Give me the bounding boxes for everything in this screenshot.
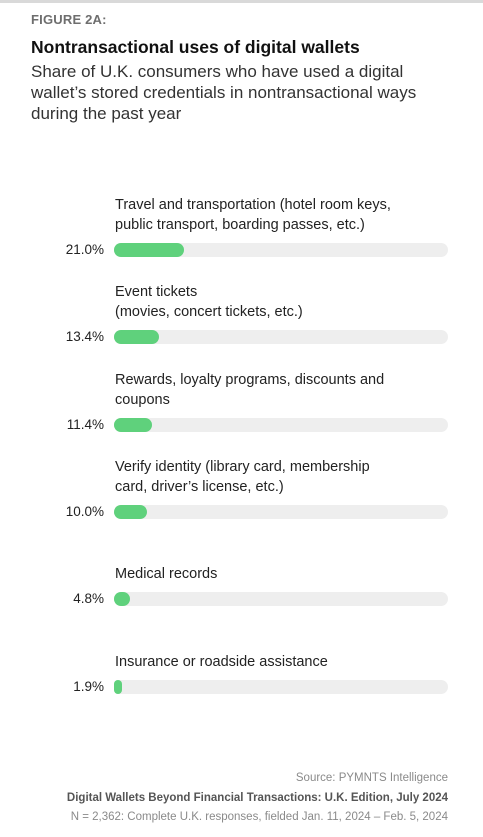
bar <box>114 680 122 694</box>
value-label: 11.4% <box>66 417 104 432</box>
sample-note: N = 2,362: Complete U.K. responses, fiel… <box>70 811 448 823</box>
category-label-line: Travel and transportation (hotel room ke… <box>115 197 391 213</box>
chart-subtitle: Share of U.K. consumers who have used a … <box>31 62 417 123</box>
category-label-line: Medical records <box>115 565 218 582</box>
value-label: 10.0% <box>65 504 104 519</box>
category-label-line: Rewards, loyalty programs, discounts and <box>115 372 385 388</box>
value-label: 13.4% <box>65 329 104 344</box>
category-label-line: Insurance or roadside assistance <box>115 653 328 670</box>
bar-track <box>114 505 448 519</box>
bar-track <box>114 243 448 257</box>
bar <box>114 505 148 519</box>
category-label: Medical records <box>115 565 455 585</box>
bar <box>114 243 185 257</box>
report-title: Digital Wallets Beyond Financial Transac… <box>66 792 448 804</box>
top-rule <box>0 0 483 3</box>
category-label: Verify identity (library card, membershi… <box>115 458 455 497</box>
bar <box>114 592 131 606</box>
category-label: Rewards, loyalty programs, discounts and… <box>115 371 455 410</box>
category-label-line: Verify identity (library card, membershi… <box>115 459 370 475</box>
bar-track <box>114 330 448 344</box>
category-label: Travel and transportation (hotel room ke… <box>115 196 455 235</box>
bar <box>114 418 153 432</box>
category-label-line: card, driver’s license, etc.) <box>115 478 284 495</box>
bar-track <box>114 592 448 606</box>
source-note: Source: PYMNTS Intelligence <box>295 772 448 784</box>
value-label: 1.9% <box>73 679 104 694</box>
category-label: Insurance or roadside assistance <box>115 653 455 673</box>
value-label: 21.0% <box>65 242 104 257</box>
bar-track <box>114 680 448 694</box>
category-label-line: Event tickets <box>115 284 198 300</box>
category-label-line: public transport, boarding passes, etc.) <box>115 216 365 233</box>
figure-label: FIGURE 2A: <box>31 12 107 27</box>
category-label: Event tickets (movies, concert tickets, e… <box>115 283 455 322</box>
value-label: 4.8% <box>73 591 104 606</box>
category-label-line: (movies, concert tickets, etc.) <box>115 303 303 320</box>
category-label-line: coupons <box>115 391 170 408</box>
bar-track <box>114 418 448 432</box>
bar <box>114 330 159 344</box>
chart-title: Nontransactional uses of digital wallets <box>31 37 360 57</box>
